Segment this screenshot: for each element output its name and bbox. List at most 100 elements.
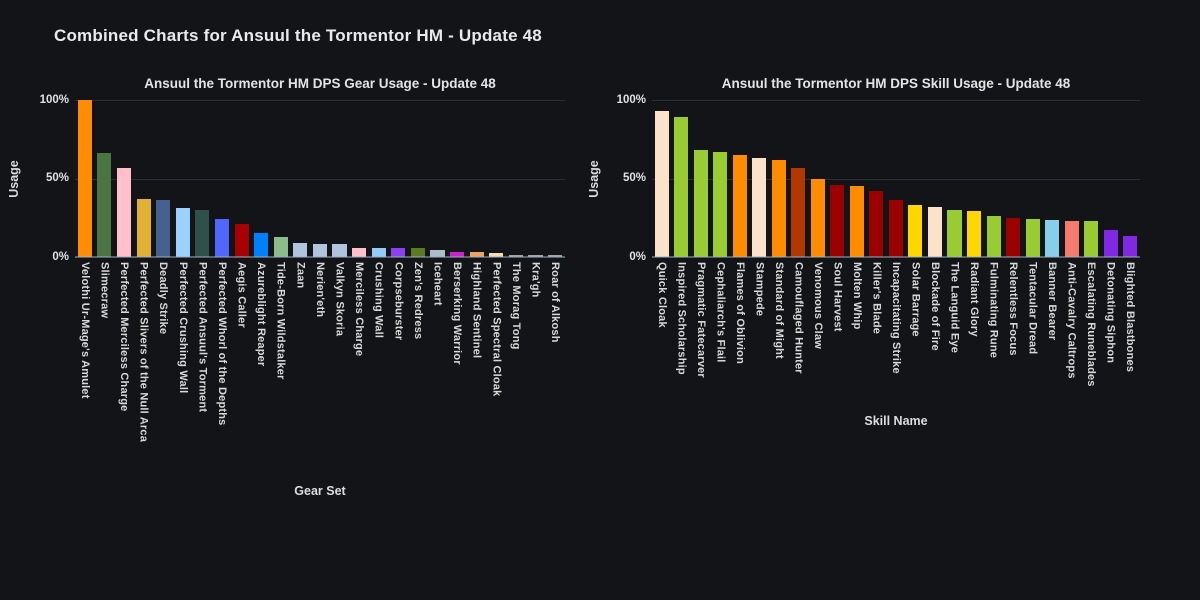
bar-inspired-scholarship xyxy=(674,117,689,257)
skill-x-axis-line xyxy=(652,256,1140,258)
x-tick-label: Inspired Scholarship xyxy=(675,262,688,375)
skill-y-axis-title-text: Usage xyxy=(587,159,601,198)
bar-slot xyxy=(984,100,1004,257)
x-tick: Flames of Oblivion xyxy=(730,262,750,417)
x-tick-label: Slimecraw xyxy=(98,262,111,319)
bar-escalating-runeblades xyxy=(1084,220,1099,257)
bar-berserking-warrior xyxy=(450,252,465,257)
bar-slot xyxy=(193,100,213,257)
bar-slot xyxy=(251,100,271,257)
bar-molten-whip xyxy=(849,186,864,257)
bar-nerien-eth xyxy=(312,243,327,257)
bar-slot xyxy=(310,100,330,257)
bar-slot xyxy=(134,100,154,257)
bar-perfected-slivers-of-the-null-arca xyxy=(136,198,151,257)
bar-slot xyxy=(349,100,369,257)
bar-banner-bearer xyxy=(1045,220,1060,257)
x-tick-label: Banner Bearer xyxy=(1046,262,1059,341)
x-tick: Perfected Spectral Cloak xyxy=(486,262,506,487)
gridline-50pct xyxy=(75,178,565,180)
x-tick-label: Perfected Merciless Charge xyxy=(117,262,130,412)
bar-corpseburster xyxy=(391,248,406,257)
x-tick: Zen's Redress xyxy=(408,262,428,487)
bar-slot xyxy=(291,100,311,257)
x-tick-label: Escalating Runeblades xyxy=(1085,262,1098,387)
x-tick: Zaan xyxy=(291,262,311,487)
x-tick-label: Quick Cloak xyxy=(655,262,668,328)
x-tick: Blighted Blastbones xyxy=(1120,262,1140,417)
x-tick-label: Killer's Blade xyxy=(870,262,883,335)
bar-deadly-strike xyxy=(156,200,171,257)
skill-y-tick-100: 100% xyxy=(616,94,646,106)
bar-blockade-of-fire xyxy=(927,206,942,257)
bar-highland-sentinel xyxy=(469,252,484,257)
x-tick: Corpseburster xyxy=(389,262,409,487)
x-tick-label: Zaan xyxy=(294,262,307,289)
x-tick-label: Tentacular Dread xyxy=(1026,262,1039,355)
x-tick: Tide-Born Wildstalker xyxy=(271,262,291,487)
bar-slot xyxy=(847,100,867,257)
bar-slot xyxy=(711,100,731,257)
x-tick-label: Radiant Glory xyxy=(968,262,980,337)
bar-slot xyxy=(212,100,232,257)
x-tick: Kra'gh xyxy=(526,262,546,487)
x-tick: Roar of Alkosh xyxy=(545,262,565,487)
bar-slot xyxy=(369,100,389,257)
x-tick-label: The Morag Tong xyxy=(509,262,522,350)
x-tick-label: Camouflaged Hunter xyxy=(792,262,805,374)
x-tick-label: Anti-Cavalry Caltrops xyxy=(1065,262,1078,379)
skill-chart-title: Ansuul the Tormentor HM DPS Skill Usage … xyxy=(721,76,1071,91)
x-tick-label: Kra'gh xyxy=(529,262,542,298)
bar-kra-gh xyxy=(528,254,543,257)
bar-pragmatic-fatecarver xyxy=(693,150,708,257)
x-tick-label: Pragmatic Fatecarver xyxy=(694,262,707,378)
bar-slot xyxy=(750,100,770,257)
bar-slot xyxy=(95,100,115,257)
bar-flames-of-oblivion xyxy=(732,154,747,257)
bar-camouflaged-hunter xyxy=(791,167,806,257)
bar-crushing-wall xyxy=(371,248,386,257)
bar-slot xyxy=(1062,100,1082,257)
x-tick: Solar Barrage xyxy=(906,262,926,417)
gear-chart-title: Ansuul the Tormentor HM DPS Gear Usage -… xyxy=(144,76,496,91)
x-tick: The Morag Tong xyxy=(506,262,526,487)
bar-slot xyxy=(1003,100,1023,257)
bar-slot xyxy=(652,100,672,257)
x-tick: Perfected Merciless Charge xyxy=(114,262,134,487)
bar-azureblight-reaper xyxy=(254,233,269,257)
bar-radiant-glory xyxy=(966,211,982,257)
gear-x-axis-title: Gear Set xyxy=(294,484,346,498)
x-tick: Perfected Whorl of the Depths xyxy=(212,262,232,487)
x-tick-label: Blockade of Fire xyxy=(928,262,941,351)
bar-slot xyxy=(75,100,95,257)
x-tick-label: Perfected Whorl of the Depths xyxy=(215,262,228,426)
x-tick: Relentless Focus xyxy=(1003,262,1023,417)
x-tick: Soul Harvest xyxy=(828,262,848,417)
bar-perfected-merciless-charge xyxy=(116,167,132,257)
x-tick: Crushing Wall xyxy=(369,262,389,487)
bar-slot xyxy=(114,100,134,257)
x-tick-label: Corpseburster xyxy=(392,262,405,341)
bar-merciless-charge xyxy=(352,247,367,257)
x-tick: Camouflaged Hunter xyxy=(789,262,809,417)
x-tick: Berserking Warrior xyxy=(447,262,467,487)
bar-slot xyxy=(906,100,926,257)
gridline-100pct xyxy=(652,100,1140,101)
skill-usage-chart: Ansuul the Tormentor HM DPS Skill Usage … xyxy=(587,60,1200,600)
x-tick: Tentacular Dread xyxy=(1023,262,1043,417)
x-tick-label: Highland Sentinel xyxy=(470,262,483,359)
x-tick-label: Nerien'eth xyxy=(313,262,326,318)
x-tick-label: Standard of Might xyxy=(772,262,785,359)
bar-slot xyxy=(486,100,506,257)
gear-plot-area xyxy=(75,100,565,258)
bar-slot xyxy=(1120,100,1140,257)
bar-tide-born-wildstalker xyxy=(273,236,288,257)
x-tick: Azureblight Reaper xyxy=(251,262,271,487)
bar-tentacular-dread xyxy=(1025,219,1040,257)
bar-slot xyxy=(808,100,828,257)
x-tick-label: Velothi Ur-Mage's Amulet xyxy=(78,262,91,399)
x-tick-label: Aegis Caller xyxy=(235,262,248,328)
gear-x-axis-line xyxy=(75,256,565,258)
skill-x-axis-title: Skill Name xyxy=(864,414,928,428)
bar-slot xyxy=(447,100,467,257)
